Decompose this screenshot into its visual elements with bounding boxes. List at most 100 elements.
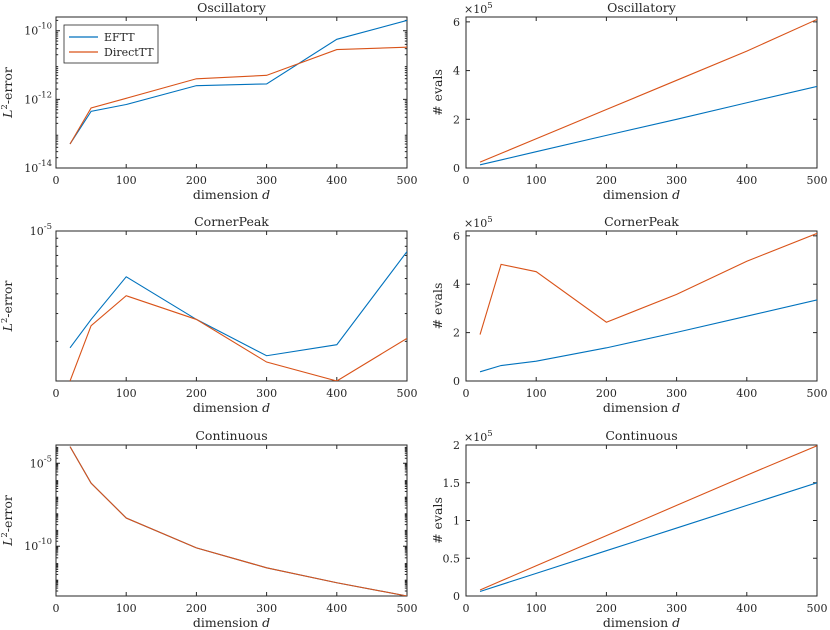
chart-title: Continuous (195, 428, 267, 443)
plot-area (465, 230, 818, 382)
chart-title: Continuous (605, 428, 677, 443)
y-tick-base: 10 (30, 457, 44, 470)
x-tick-label: 400 (326, 602, 347, 615)
chart-panel-3: 0 100 200 300 400 500 0 2 4 6 ×105 CornerPeak dimens… (430, 214, 828, 415)
y-tick-label: 1.5 (443, 477, 461, 490)
x-axis-label: dimension d (193, 400, 270, 415)
y-tick-exponent: -10 (38, 22, 52, 32)
y-tick-label: 2 (453, 327, 460, 340)
x-tick-label: 300 (666, 602, 687, 615)
series-line-directtt (69, 46, 407, 145)
y-axis-label-text: -error (0, 495, 15, 532)
plot-area (55, 444, 408, 597)
y-tick-base: 10 (24, 540, 38, 553)
x-tick-label: 300 (256, 387, 277, 400)
x-tick-label: 300 (666, 174, 687, 187)
x-tick-label: 400 (736, 387, 757, 400)
x-tick-label: 200 (596, 387, 617, 400)
y-axis-label-text: -error (0, 281, 15, 318)
y-tick-exponent: -5 (44, 222, 52, 232)
chart-panel-2: 0 100 200 300 400 500 10-5 CornerPeak dimension … (0, 214, 418, 415)
x-axis-label: dimension d (193, 615, 270, 630)
x-axis-label-text: dimension (603, 400, 672, 415)
y-tick-exponent: -12 (38, 90, 52, 100)
x-tick-label: 500 (397, 174, 418, 187)
y-tick-label: 4 (453, 278, 460, 291)
legend-entry-eftt: EFTT (104, 31, 135, 44)
y-tick-label: 2 (453, 113, 460, 126)
x-axis-label-variable: d (262, 615, 270, 630)
series-line-eftt (69, 19, 407, 145)
x-tick-label: 500 (397, 387, 418, 400)
y-tick-base: 10 (24, 162, 38, 175)
x-tick-label: 400 (736, 602, 757, 615)
legend: EFTT DirectTT (63, 24, 159, 64)
y-multiplier: ×105 (464, 1, 493, 16)
chart-title: CornerPeak (604, 214, 679, 229)
x-axis-label-text: dimension (603, 187, 672, 202)
series-line-eftt (479, 482, 817, 592)
y-axis-label: L2-error (0, 281, 15, 333)
series-line-directtt (69, 446, 407, 596)
chart-panel-4: 0 100 200 300 400 50010-1010-5Continuousdimen… (0, 428, 418, 630)
y-multiplier: ×105 (464, 429, 493, 444)
x-tick-label: 500 (397, 602, 418, 615)
y-axis-label-variable: L (0, 538, 15, 547)
y-axis-label-exponent: 2 (0, 104, 10, 109)
plot-area (55, 230, 408, 382)
y-multiplier-base: ×10 (464, 431, 487, 444)
y-axis-label-text: # evals (430, 69, 445, 116)
x-tick-label: 100 (526, 602, 547, 615)
y-tick-base: 10 (24, 93, 38, 106)
x-tick-label: 500 (807, 602, 828, 615)
x-axis-label-text: dimension (193, 615, 262, 630)
x-tick-label: 300 (256, 174, 277, 187)
chart-panel-0: 0 100 200 300 400 50010-1410-1210-10Oscillato… (0, 0, 418, 202)
x-tick-label: 500 (807, 387, 828, 400)
series-line-directtt (69, 295, 407, 381)
x-tick-label: 400 (736, 174, 757, 187)
x-tick-label: 0 (463, 387, 470, 400)
plot-area (465, 16, 818, 169)
x-axis-label: dimension d (603, 615, 680, 630)
x-axis-label-text: dimension (193, 400, 262, 415)
y-tick-label: 0 (453, 162, 460, 175)
y-tick-label: 6 (453, 230, 460, 243)
x-tick-label: 300 (666, 387, 687, 400)
y-tick-base: 10 (30, 225, 44, 238)
series-line-eftt (479, 85, 817, 166)
x-axis-label: dimension d (193, 187, 270, 202)
x-axis-label: dimension d (603, 400, 680, 415)
y-tick-exponent: -10 (38, 537, 52, 547)
y-tick-label: 10-5 (30, 222, 52, 238)
x-tick-label: 100 (526, 387, 547, 400)
x-tick-label: 200 (596, 174, 617, 187)
x-axis-label-variable: d (672, 400, 680, 415)
x-tick-label: 0 (463, 602, 470, 615)
y-tick-label: 10-5 (30, 454, 52, 470)
legend-entry-directtt: DirectTT (104, 46, 154, 59)
y-multiplier-base: ×10 (464, 217, 487, 230)
x-tick-label: 200 (596, 602, 617, 615)
y-multiplier-exponent: 5 (487, 215, 492, 225)
x-tick-label: 200 (186, 602, 207, 615)
y-axis-label: # evals (430, 497, 445, 544)
x-axis-label-variable: d (672, 187, 680, 202)
y-tick-label: 1 (453, 515, 460, 528)
x-tick-label: 500 (807, 174, 828, 187)
y-axis-label: # evals (430, 283, 445, 330)
chart-panel-1: 0 100 200 300 400 500 0 2 4 6 ×105 Oscillatory dimen… (430, 0, 828, 202)
series-line-directtt (479, 232, 817, 335)
y-axis-label-variable: L (0, 323, 15, 332)
x-axis-label: dimension d (603, 187, 680, 202)
x-axis-label-text: dimension (603, 615, 672, 630)
y-tick-label: 0.5 (443, 552, 461, 565)
x-tick-label: 0 (463, 174, 470, 187)
chart-title: Oscillatory (607, 0, 677, 15)
y-tick-label: 2 (453, 439, 460, 452)
y-axis-label: # evals (430, 69, 445, 116)
chart-title: CornerPeak (194, 214, 269, 229)
y-tick-label: 6 (453, 16, 460, 29)
x-tick-label: 100 (526, 174, 547, 187)
